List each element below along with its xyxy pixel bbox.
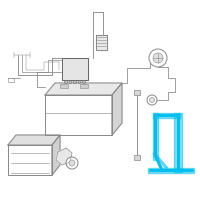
Polygon shape [174, 113, 182, 172]
Circle shape [83, 80, 86, 84]
Polygon shape [62, 58, 88, 80]
Circle shape [74, 80, 76, 84]
Circle shape [69, 160, 75, 166]
Circle shape [78, 80, 81, 84]
Bar [60, 84, 68, 88]
Bar [80, 84, 88, 88]
Polygon shape [45, 83, 122, 95]
Bar [134, 90, 140, 95]
Circle shape [150, 98, 154, 102]
Polygon shape [56, 148, 72, 165]
Polygon shape [148, 168, 194, 173]
Polygon shape [8, 145, 52, 175]
Circle shape [149, 49, 167, 67]
Circle shape [69, 80, 72, 84]
Circle shape [64, 80, 68, 84]
Circle shape [153, 53, 163, 63]
Polygon shape [153, 113, 180, 118]
Polygon shape [96, 35, 107, 50]
Polygon shape [153, 113, 158, 160]
Polygon shape [112, 83, 122, 135]
Polygon shape [8, 135, 60, 145]
Bar [134, 155, 140, 160]
Circle shape [66, 157, 78, 169]
Circle shape [147, 95, 157, 105]
Polygon shape [153, 153, 168, 168]
Polygon shape [52, 135, 60, 175]
Polygon shape [45, 95, 112, 135]
